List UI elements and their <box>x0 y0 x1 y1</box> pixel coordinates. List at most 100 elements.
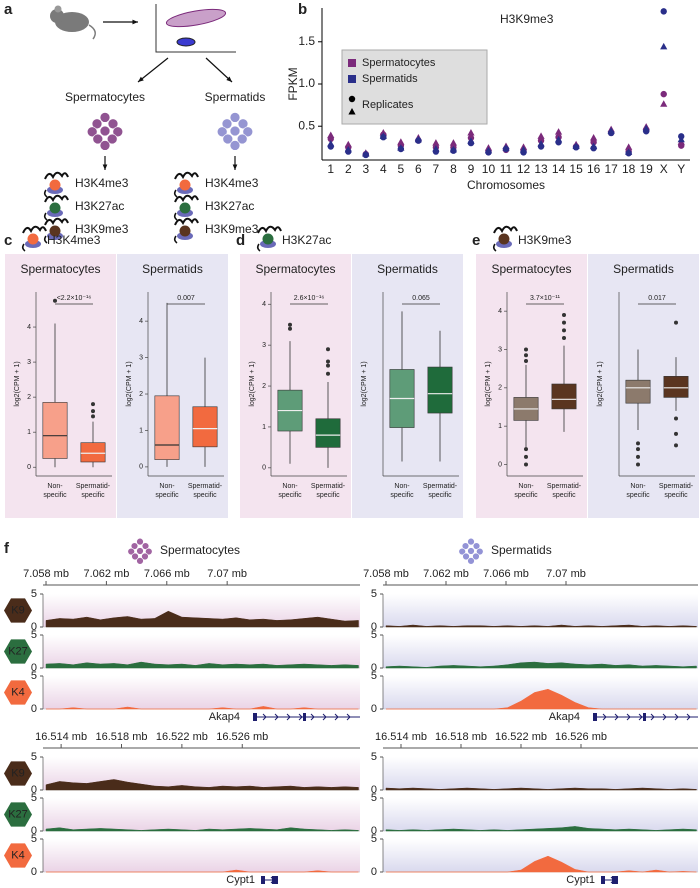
track-label: K9 <box>11 604 24 616</box>
dna-strand <box>174 217 199 226</box>
outlier <box>674 431 678 436</box>
outlier <box>326 371 330 376</box>
strand-arrow <box>614 713 619 721</box>
cell <box>229 112 241 123</box>
mark-title: H3K4me3 <box>47 233 101 247</box>
x-tick-label: 3 <box>362 162 369 176</box>
outlier <box>91 409 95 414</box>
histone-icon <box>173 171 199 198</box>
point <box>590 134 598 141</box>
facet-background <box>240 254 351 518</box>
y-tick-label: 0 <box>371 703 377 715</box>
histone-mark <box>179 225 191 237</box>
arrow-head <box>132 19 138 25</box>
cell <box>136 557 144 565</box>
histone-mark-label: H3K27ac <box>75 199 124 213</box>
y-tick-label: 1.5 <box>298 34 315 48</box>
exon <box>272 876 278 884</box>
x-tick-label: Non- <box>282 483 298 490</box>
histone-mark <box>179 202 191 214</box>
outlier <box>524 353 528 358</box>
x-tick-label: specific <box>664 492 688 499</box>
dna-strand <box>257 225 282 234</box>
point <box>344 140 352 148</box>
y-tick-label: 0 <box>371 621 377 633</box>
cell <box>136 547 144 555</box>
y-tick-label: 5 <box>31 588 37 600</box>
coverage-area <box>385 787 697 791</box>
dna-strand <box>44 194 69 203</box>
cell <box>237 118 249 130</box>
dna-tail <box>173 212 178 221</box>
cell <box>467 557 475 565</box>
coverage-area <box>45 827 359 832</box>
coverage-area <box>46 706 359 710</box>
point <box>660 8 667 15</box>
strand-arrow <box>322 713 327 721</box>
box <box>551 383 577 410</box>
x-tick-label: Non- <box>47 483 63 490</box>
x-tick-label: specific <box>43 492 67 499</box>
cell <box>99 140 111 151</box>
dna-strand <box>174 194 199 203</box>
y-tick-label: 3 <box>139 354 143 361</box>
outlier <box>636 441 640 446</box>
x-tick-label: specific <box>428 492 452 499</box>
x-tick-label: 5 <box>398 162 405 176</box>
strand-arrow <box>270 876 275 884</box>
point <box>554 135 563 143</box>
histone-mark <box>498 233 510 245</box>
facet-title: Spermatocytes <box>20 262 100 276</box>
p-value: 0.065 <box>412 295 430 302</box>
dna-strand <box>44 217 69 226</box>
x-tick-label: 16.526 mb <box>555 731 607 743</box>
x-tick-label: 7.058 mb <box>23 568 69 580</box>
point <box>642 124 650 132</box>
y-tick-label: 5 <box>31 792 37 804</box>
point <box>625 148 633 155</box>
exon <box>601 876 605 884</box>
y-tick-label: 3 <box>498 346 502 353</box>
histone-mark <box>262 233 274 245</box>
coverage-area <box>386 855 697 873</box>
outlier <box>636 454 640 459</box>
y-tick-label: 5 <box>31 833 37 845</box>
arrow-head <box>102 164 108 170</box>
y-tick-label: 4 <box>262 301 266 308</box>
legend-swatch <box>348 59 356 67</box>
y-tick-label: 1 <box>139 427 143 434</box>
legend-label: Spermatids <box>362 73 418 85</box>
box <box>315 418 341 448</box>
track-background <box>43 798 360 831</box>
cell <box>472 542 481 550</box>
histone-mark-label: H3K4me3 <box>205 176 259 190</box>
cell <box>99 125 111 137</box>
y-axis-label: FPKM <box>286 67 300 100</box>
x-tick-label: Non- <box>394 483 410 490</box>
x-tick-label: 16.518 mb <box>96 731 148 743</box>
y-tick-label: 5 <box>371 833 377 845</box>
cell <box>236 133 248 145</box>
x-tick-label: specific <box>316 492 340 499</box>
cell-type-title: Spermatocytes <box>160 543 240 557</box>
x-tick-label: specific <box>193 492 217 499</box>
y-tick-label: 1.0 <box>298 76 315 90</box>
strand-arrow <box>638 713 643 721</box>
arrow-head <box>138 76 144 82</box>
track-badge <box>4 598 32 623</box>
point <box>397 138 405 145</box>
strand-arrow <box>610 876 615 884</box>
facet-title: Spermatids <box>377 262 438 276</box>
y-axis-label: log2(CPM + 1) <box>485 361 492 406</box>
track-background <box>383 757 698 790</box>
y-tick-label: 0 <box>31 662 37 674</box>
cell <box>229 125 241 137</box>
facet-title: Spermatocytes <box>491 262 571 276</box>
histone-mark-label: H3K27ac <box>205 199 254 213</box>
y-tick-label: 0 <box>139 464 143 471</box>
outlier <box>288 326 292 331</box>
x-tick-label: 7.07 mb <box>546 568 586 580</box>
x-tick-label: 16.522 mb <box>156 731 208 743</box>
x-tick-label: 7.066 mb <box>483 568 529 580</box>
